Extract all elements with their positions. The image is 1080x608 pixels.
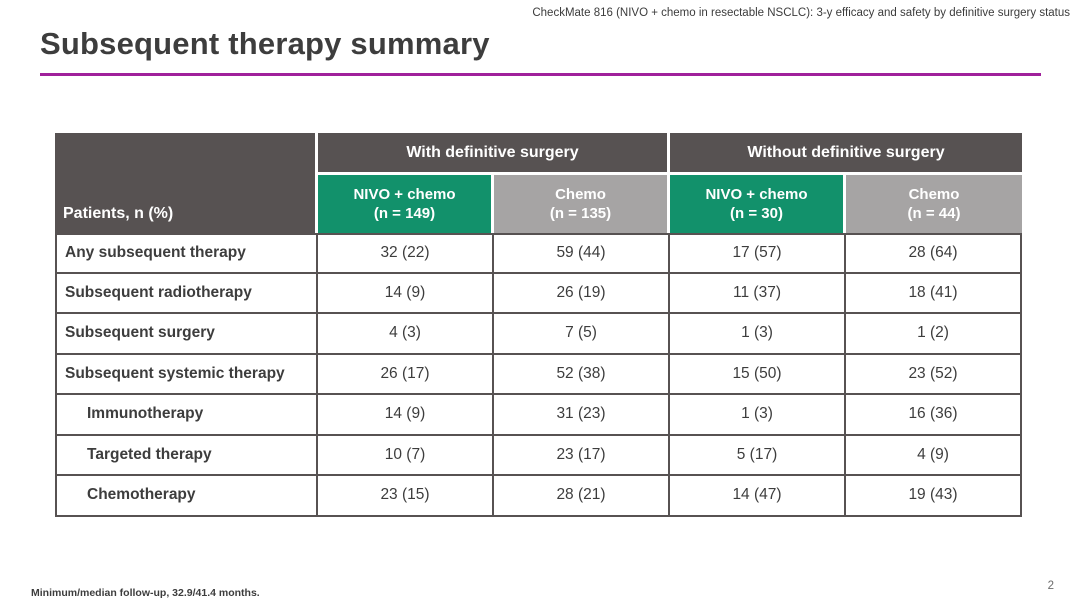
column-header-patients: Patients, n (%) bbox=[55, 133, 318, 233]
cell-value: 17 (57) bbox=[670, 233, 846, 274]
group-header-with-surgery: With definitive surgery bbox=[318, 133, 670, 175]
cell-value: 23 (15) bbox=[318, 476, 494, 517]
cell-value: 18 (41) bbox=[846, 273, 1022, 314]
cell-value: 15 (50) bbox=[670, 354, 846, 395]
cell-value: 28 (64) bbox=[846, 233, 1022, 274]
column-header-nivo-chemo-with: NIVO + chemo (n = 149) bbox=[318, 175, 494, 233]
column-header-arm-name: Chemo bbox=[908, 185, 960, 203]
row-label: Targeted therapy bbox=[55, 435, 318, 476]
column-header-chemo-with: Chemo (n = 135) bbox=[494, 175, 670, 233]
cell-value: 14 (9) bbox=[318, 395, 494, 436]
cell-value: 59 (44) bbox=[494, 233, 670, 274]
cell-value: 28 (21) bbox=[494, 476, 670, 517]
cell-value: 52 (38) bbox=[494, 354, 670, 395]
row-label: Subsequent surgery bbox=[55, 314, 318, 355]
cell-value: 23 (17) bbox=[494, 435, 670, 476]
cell-value: 5 (17) bbox=[670, 435, 846, 476]
page-number: 2 bbox=[1047, 580, 1054, 592]
cell-value: 26 (17) bbox=[318, 354, 494, 395]
cell-value: 1 (3) bbox=[670, 314, 846, 355]
cell-value: 16 (36) bbox=[846, 395, 1022, 436]
column-header-chemo-without: Chemo (n = 44) bbox=[846, 175, 1022, 233]
cell-value: 4 (3) bbox=[318, 314, 494, 355]
subsequent-therapy-table: Patients, n (%) With definitive surgery … bbox=[55, 133, 1022, 517]
cell-value: 19 (43) bbox=[846, 476, 1022, 517]
cell-value: 10 (7) bbox=[318, 435, 494, 476]
column-header-arm-name: NIVO + chemo bbox=[705, 185, 808, 203]
cell-value: 7 (5) bbox=[494, 314, 670, 355]
column-header-arm-n: (n = 135) bbox=[549, 205, 612, 222]
column-header-arm-name: Chemo bbox=[555, 185, 606, 203]
cell-value: 1 (3) bbox=[670, 395, 846, 436]
row-label: Immunotherapy bbox=[55, 395, 318, 436]
header-note: CheckMate 816 (NIVO + chemo in resectabl… bbox=[532, 7, 1070, 19]
cell-value: 23 (52) bbox=[846, 354, 1022, 395]
row-label: Chemotherapy bbox=[55, 476, 318, 517]
group-header-without-surgery: Without definitive surgery bbox=[670, 133, 1022, 175]
cell-value: 14 (47) bbox=[670, 476, 846, 517]
cell-value: 11 (37) bbox=[670, 273, 846, 314]
cell-value: 1 (2) bbox=[846, 314, 1022, 355]
page-title: Subsequent therapy summary bbox=[40, 26, 490, 61]
column-header-arm-n: (n = 44) bbox=[907, 205, 961, 222]
title-divider bbox=[40, 73, 1041, 76]
cell-value: 26 (19) bbox=[494, 273, 670, 314]
row-label: Any subsequent therapy bbox=[55, 233, 318, 274]
row-label: Subsequent radiotherapy bbox=[55, 273, 318, 314]
row-label: Subsequent systemic therapy bbox=[55, 354, 318, 395]
cell-value: 31 (23) bbox=[494, 395, 670, 436]
cell-value: 14 (9) bbox=[318, 273, 494, 314]
column-header-arm-name: NIVO + chemo bbox=[353, 185, 456, 203]
column-header-arm-n: (n = 149) bbox=[373, 205, 436, 222]
column-header-arm-n: (n = 30) bbox=[730, 205, 783, 222]
column-header-nivo-chemo-without: NIVO + chemo (n = 30) bbox=[670, 175, 846, 233]
cell-value: 4 (9) bbox=[846, 435, 1022, 476]
footnote: Minimum/median follow-up, 32.9/41.4 mont… bbox=[31, 587, 260, 599]
cell-value: 32 (22) bbox=[318, 233, 494, 274]
